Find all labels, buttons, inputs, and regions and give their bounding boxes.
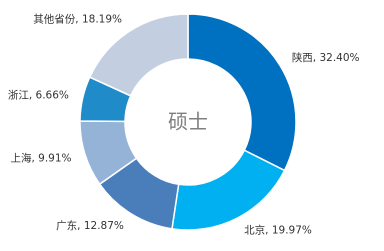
data-label: 浙江, 6.66% bbox=[8, 90, 69, 102]
data-label: 陕西, 32.40% bbox=[292, 51, 360, 64]
center-label: 硕士 bbox=[168, 110, 208, 134]
donut-segment bbox=[171, 149, 286, 231]
data-label: 北京, 19.97% bbox=[244, 223, 312, 236]
donut-segment bbox=[187, 13, 297, 172]
data-label: 上海, 9.91% bbox=[10, 151, 71, 164]
data-label: 其他省份, 18.19% bbox=[33, 12, 122, 25]
donut-segment bbox=[88, 13, 189, 97]
data-label: 广东, 12.87% bbox=[56, 219, 124, 232]
